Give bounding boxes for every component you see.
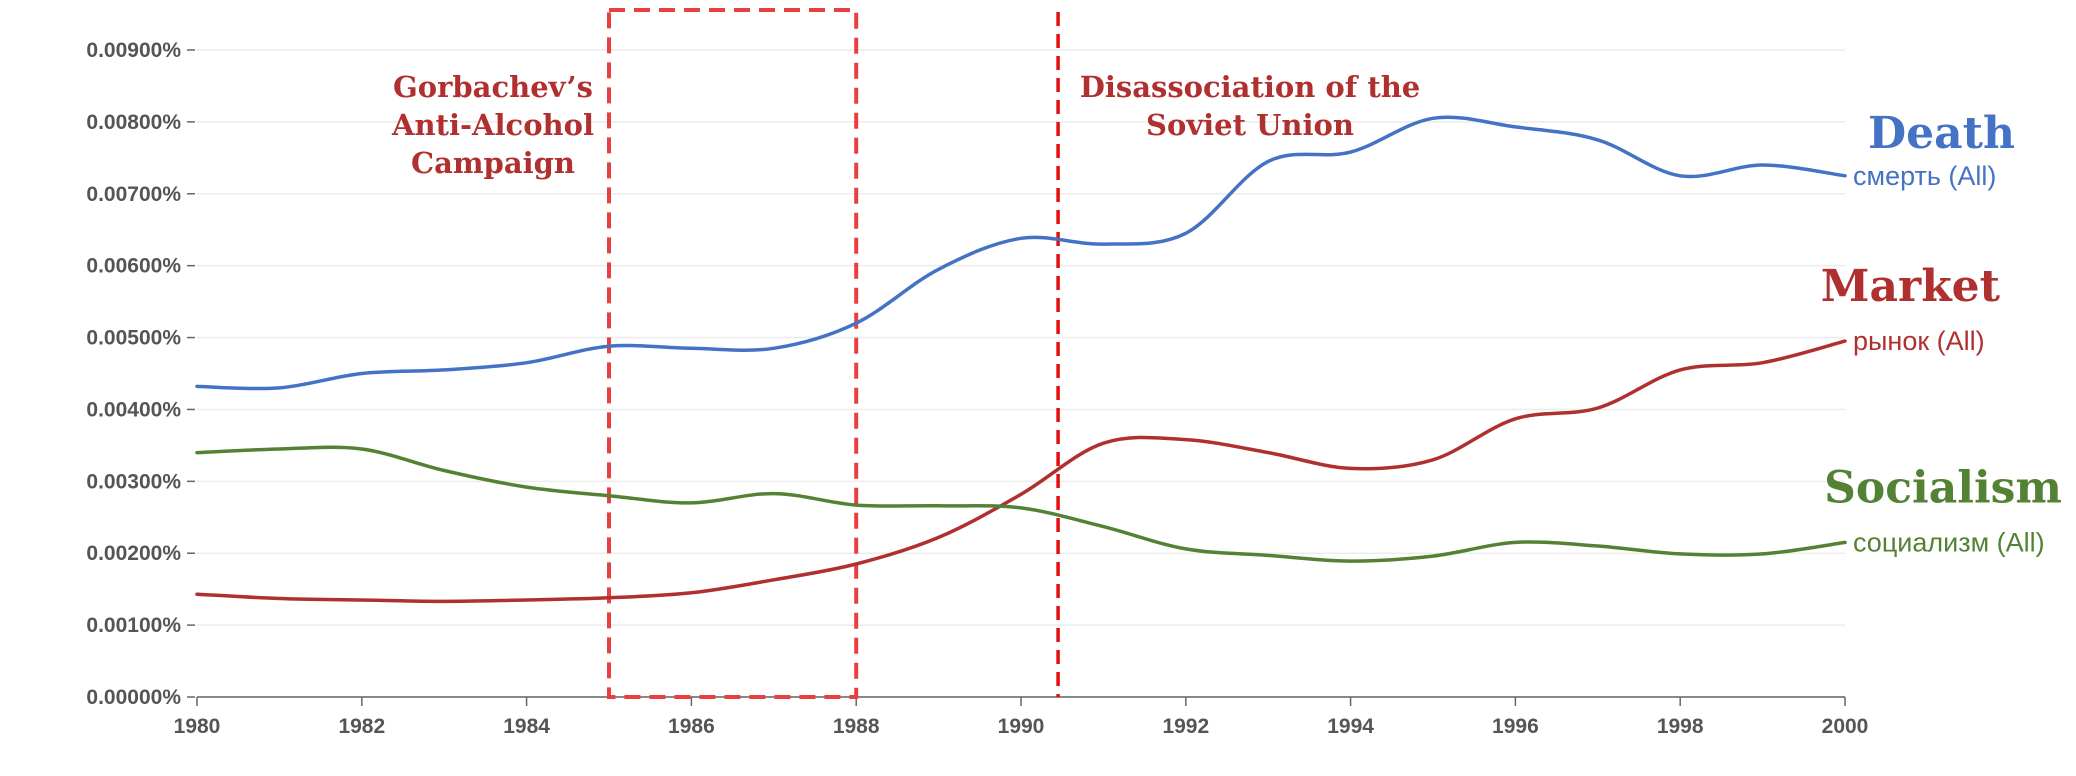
x-tick-label: 1998 <box>1657 715 1704 738</box>
series-name-socialism: Socialism <box>1824 462 2062 513</box>
annotation-layer <box>607 8 1060 699</box>
y-tick-label: 0.00800% <box>86 111 181 134</box>
event-label-anti-alcohol-campaign: Gorbachev’s Anti-Alcohol Campaign <box>391 70 594 180</box>
grid-layer <box>197 49 1845 626</box>
series-term-socialism: социализм (All) <box>1853 527 2045 557</box>
x-tick-label: 1994 <box>1327 715 1374 738</box>
y-tick-label: 0.00200% <box>86 542 181 565</box>
y-tick-label: 0.00600% <box>86 255 181 278</box>
y-tick-label: 0.00300% <box>86 470 181 493</box>
event-box-anti-alcohol-campaign <box>607 8 859 699</box>
y-tick-label: 0.00500% <box>86 327 181 350</box>
y-tick-label: 0.00000% <box>86 686 181 709</box>
event-label-line: Anti-Alcohol <box>391 108 594 142</box>
series-line-socialism <box>195 445 1847 563</box>
x-tick-label: 1984 <box>503 715 550 738</box>
y-tick-label: 0.00900% <box>86 39 181 62</box>
label-layer: Gorbachev’s Anti-Alcohol Campaign Disassoci… <box>391 70 2062 557</box>
event-label-line: Disassociation of the <box>1080 70 1421 104</box>
x-tick-label: 1980 <box>174 715 221 738</box>
series-term-death: смерть (All) <box>1853 161 1996 191</box>
y-tick-label: 0.00700% <box>86 183 181 206</box>
series-name-market: Market <box>1821 261 2001 312</box>
event-label-line: Soviet Union <box>1146 108 1354 142</box>
event-label-line: Campaign <box>411 146 575 180</box>
x-tick-label: 2000 <box>1822 715 1869 738</box>
series-name-death: Death <box>1868 108 2015 159</box>
y-tick-label: 0.00100% <box>86 614 181 637</box>
series-term-market: рынок (All) <box>1853 326 1985 356</box>
event-label-line: Gorbachev’s <box>393 70 593 104</box>
x-tick-label: 1988 <box>833 715 880 738</box>
event-label-soviet-dissolution: Disassociation of the Soviet Union <box>1080 70 1421 142</box>
x-tick-label: 1986 <box>668 715 715 738</box>
x-tick-label: 1982 <box>338 715 385 738</box>
x-tick-label: 1996 <box>1492 715 1539 738</box>
axis-layer: 0.00000% 0.00100% 0.00200% 0.00300% 0.00400%… <box>86 39 1868 738</box>
series-line-market <box>195 339 1847 604</box>
y-tick-label: 0.00400% <box>86 398 181 421</box>
x-tick-label: 1992 <box>1162 715 1209 738</box>
series-line-death <box>195 115 1847 391</box>
series-layer <box>195 115 1847 604</box>
x-tick-label: 1990 <box>998 715 1045 738</box>
